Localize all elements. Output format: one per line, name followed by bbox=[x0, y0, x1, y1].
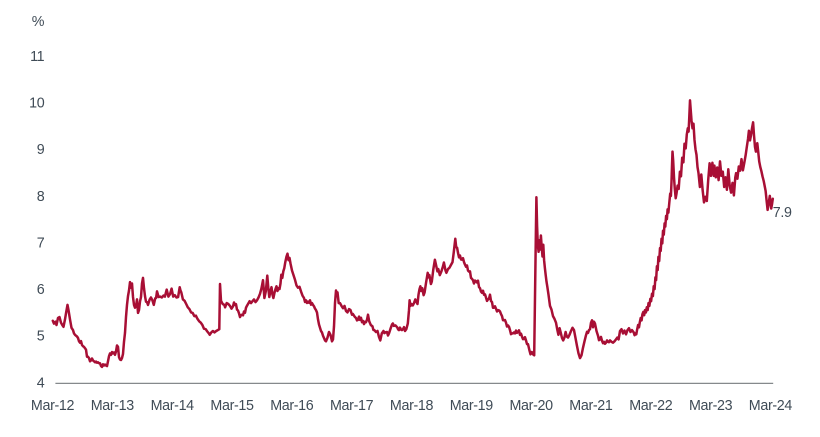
svg-text:Mar-19: Mar-19 bbox=[450, 398, 494, 414]
svg-text:6: 6 bbox=[37, 282, 45, 298]
svg-text:Mar-16: Mar-16 bbox=[270, 398, 314, 414]
svg-text:9: 9 bbox=[37, 142, 45, 158]
svg-text:8: 8 bbox=[37, 189, 45, 205]
svg-text:Mar-15: Mar-15 bbox=[210, 398, 254, 414]
svg-text:Mar-18: Mar-18 bbox=[390, 398, 434, 414]
svg-text:Mar-21: Mar-21 bbox=[569, 398, 613, 414]
svg-text:4: 4 bbox=[37, 375, 45, 391]
svg-text:7: 7 bbox=[37, 235, 45, 251]
svg-text:Mar-13: Mar-13 bbox=[91, 398, 135, 414]
svg-text:7.9: 7.9 bbox=[773, 205, 792, 221]
svg-text:Mar-20: Mar-20 bbox=[510, 398, 554, 414]
svg-text:Mar-24: Mar-24 bbox=[749, 398, 793, 414]
svg-text:11: 11 bbox=[30, 49, 45, 65]
svg-text:5: 5 bbox=[37, 329, 45, 345]
svg-text:%: % bbox=[32, 14, 45, 30]
svg-text:Mar-17: Mar-17 bbox=[330, 398, 374, 414]
svg-text:10: 10 bbox=[29, 96, 45, 112]
svg-text:Mar-23: Mar-23 bbox=[689, 398, 733, 414]
svg-text:Mar-14: Mar-14 bbox=[151, 398, 195, 414]
svg-text:Mar-22: Mar-22 bbox=[629, 398, 673, 414]
svg-text:Mar-12: Mar-12 bbox=[31, 398, 75, 414]
